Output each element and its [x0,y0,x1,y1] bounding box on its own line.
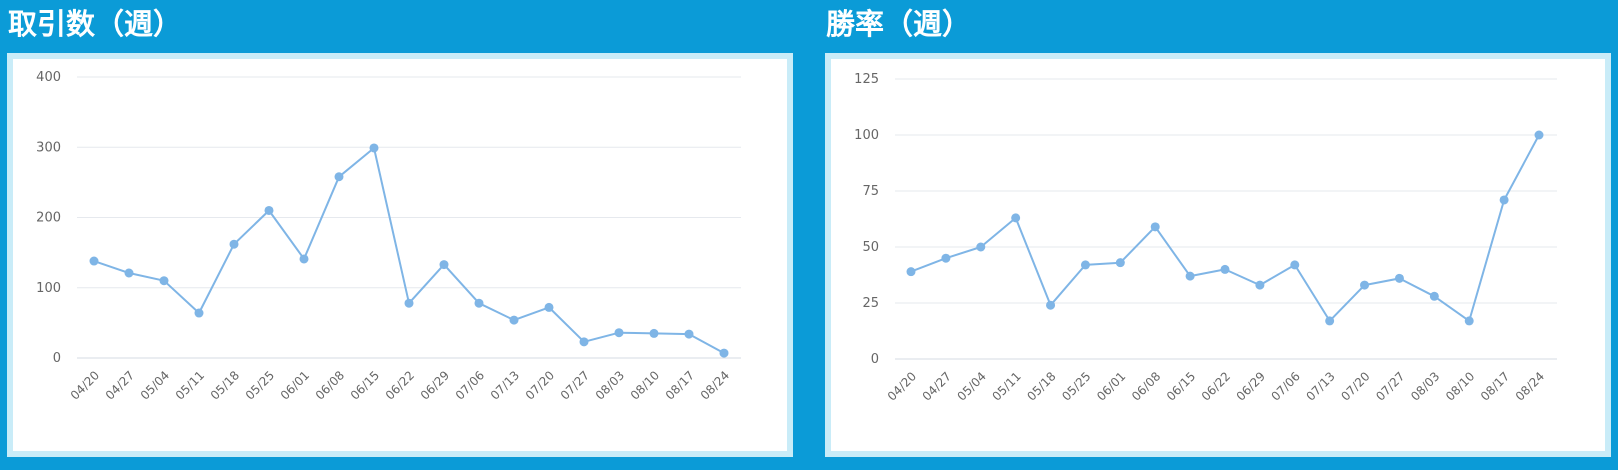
data-point [1011,213,1021,223]
data-point [299,254,309,264]
data-point [474,298,484,308]
data-point [544,302,554,312]
x-tick-label: 05/18 [1024,369,1058,403]
data-point [89,256,99,266]
x-tick-label: 08/03 [1408,369,1442,403]
x-tick-label: 06/22 [1199,369,1233,403]
x-tick-label: 07/20 [523,368,557,402]
x-tick-label: 06/15 [1164,369,1198,403]
x-tick-label: 07/13 [1303,369,1337,403]
data-point [579,337,589,347]
data-point [941,253,951,263]
chart-title-trades: 取引数（週） [8,7,183,41]
data-point [1429,291,1439,301]
x-tick-label: 05/25 [1059,369,1093,403]
y-tick-label: 100 [36,281,61,296]
y-tick-label: 75 [862,184,879,199]
x-tick-label: 07/27 [558,368,592,402]
data-point [684,329,694,339]
data-point [509,315,519,325]
y-tick-label: 0 [53,351,61,366]
x-tick-label: 04/27 [920,369,954,403]
data-point [906,267,916,277]
x-tick-label: 07/20 [1338,369,1372,403]
winrate-line-chart: 0 25 50 75 100 125 04/20 04/27 05/04 05/11 05/18 05… [854,72,1557,404]
x-tick-label: 06/01 [278,368,312,402]
y-tick-label: 125 [854,72,879,87]
data-point [229,239,239,249]
series-line [93,147,725,354]
y-tick-label: 50 [862,240,879,255]
x-tick-label: 07/13 [488,368,522,402]
data-point [404,298,414,308]
x-tick-label: 04/20 [68,368,102,402]
x-tick-label: 05/11 [173,368,207,402]
x-tick-label: 08/17 [1478,369,1512,403]
x-tick-label: 08/10 [628,368,662,402]
data-point [976,242,986,252]
x-tick-label: 06/22 [383,368,417,402]
data-point [1290,260,1300,270]
data-point [1534,130,1544,140]
data-point [439,260,449,270]
x-tick-label: 05/18 [208,368,242,402]
data-point [1255,280,1265,290]
data-point [1046,300,1056,310]
chart-panel-trades: 0 100 200 300 400 04/20 04/27 05/04 05/11 05/18 05… [7,53,793,457]
x-tick-label: 08/24 [1513,369,1547,403]
x-tick-label: 06/08 [313,368,347,402]
x-tick-label: 05/04 [138,368,172,402]
x-tick-label: 05/25 [243,368,277,402]
data-point [719,348,729,358]
x-tick-label: 08/03 [593,368,627,402]
x-tick-label: 07/27 [1373,369,1407,403]
y-tick-label: 100 [854,128,879,143]
x-tick-label: 05/11 [989,369,1023,403]
data-point [1360,280,1370,290]
y-tick-label: 200 [36,211,61,226]
x-tick-label: 04/27 [103,368,137,402]
data-point [334,172,344,182]
data-point [649,328,659,338]
x-tick-label: 08/24 [698,368,732,402]
series-line [910,134,1540,322]
x-tick-label: 06/15 [348,368,382,402]
data-point [159,276,169,286]
y-tick-label: 0 [871,352,879,367]
data-point [1499,195,1509,205]
chart-title-winrate: 勝率（週） [826,7,972,41]
data-point [1464,316,1474,326]
data-point [124,268,134,278]
x-tick-label: 07/06 [1269,369,1303,403]
data-point [194,308,204,318]
chart-panel-winrate: 0 25 50 75 100 125 04/20 04/27 05/04 05/11 05/18 05… [825,53,1611,457]
x-tick-label: 06/29 [1234,369,1268,403]
x-tick-label: 07/06 [453,368,487,402]
data-point [1080,260,1090,270]
x-tick-label: 04/20 [885,369,919,403]
data-point [1185,271,1195,281]
x-tick-label: 05/04 [955,369,989,403]
x-tick-label: 08/17 [663,368,697,402]
x-tick-label: 06/01 [1094,369,1128,403]
y-tick-label: 25 [862,296,879,311]
trades-line-chart: 0 100 200 300 400 04/20 04/27 05/04 05/11 05/18 05… [36,70,741,403]
data-point [1150,222,1160,232]
data-point [264,205,274,215]
data-point [369,143,379,153]
x-tick-label: 06/29 [418,368,452,402]
data-point [614,328,624,338]
data-point [1325,316,1335,326]
data-point [1394,273,1404,283]
y-tick-label: 400 [36,70,61,85]
data-point [1115,258,1125,268]
x-tick-label: 08/10 [1443,369,1477,403]
data-point [1220,264,1230,274]
x-tick-label: 06/08 [1129,369,1163,403]
y-tick-label: 300 [36,140,61,155]
